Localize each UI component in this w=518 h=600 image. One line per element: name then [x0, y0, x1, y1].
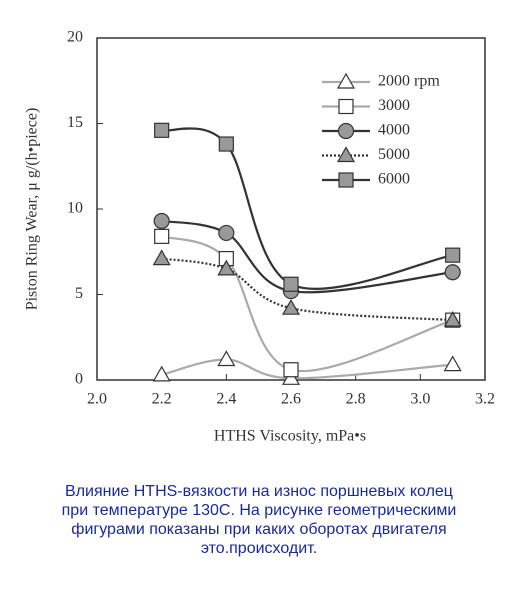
marker — [152, 249, 171, 266]
series-line — [161, 257, 453, 322]
marker — [336, 72, 356, 89]
marker — [281, 298, 301, 315]
marker — [153, 212, 170, 230]
marker — [283, 362, 299, 378]
y-tick-label: 5 — [75, 285, 83, 302]
x-tick-label: 2.6 — [281, 391, 301, 408]
legend-label: 4000 — [378, 122, 410, 139]
caption-line: это.происходит. — [201, 540, 317, 557]
marker — [152, 365, 171, 382]
legend-label: 5000 — [378, 146, 410, 163]
marker — [338, 98, 354, 115]
marker — [218, 136, 234, 152]
marker — [217, 350, 236, 367]
series-line — [161, 235, 453, 373]
legend-label: 3000 — [378, 97, 410, 114]
legend-label: 2000 rpm — [378, 73, 440, 90]
y-tick-label: 0 — [75, 371, 83, 388]
y-tick-label: 10 — [67, 200, 83, 217]
x-tick-label: 3.2 — [475, 391, 495, 408]
marker — [445, 247, 461, 263]
marker — [283, 276, 299, 292]
x-tick-label: 2.8 — [346, 391, 366, 408]
marker — [337, 122, 355, 140]
y-tick-label: 15 — [67, 114, 83, 131]
y-axis-label: Piston Ring Wear, μ g/(h•piece) — [24, 108, 41, 311]
x-tick-label: 2.0 — [87, 391, 107, 408]
x-tick-label: 2.2 — [152, 391, 172, 408]
x-tick-label: 3.0 — [410, 391, 430, 408]
x-axis-label: HTHS Viscosity, mPa•s — [214, 428, 366, 445]
caption-line: Влияние HTHS-вязкости на износ поршневых… — [65, 483, 453, 500]
marker — [154, 122, 170, 138]
caption-line: фигурами показаны при каких оборотах дви… — [71, 521, 446, 538]
marker — [444, 264, 461, 281]
series-line — [161, 127, 453, 290]
x-tick-label: 2.4 — [216, 391, 236, 408]
marker — [443, 310, 462, 327]
marker — [336, 146, 356, 163]
marker — [217, 259, 236, 276]
marker — [154, 228, 170, 244]
marker — [338, 172, 354, 188]
marker — [218, 224, 235, 242]
marker — [443, 355, 462, 372]
y-tick-label: 20 — [67, 29, 83, 46]
series-line — [161, 358, 453, 380]
legend-label: 6000 — [378, 171, 410, 188]
series-line — [161, 219, 453, 294]
caption-line: при температуре 130С. На рисунке геометр… — [62, 502, 457, 519]
